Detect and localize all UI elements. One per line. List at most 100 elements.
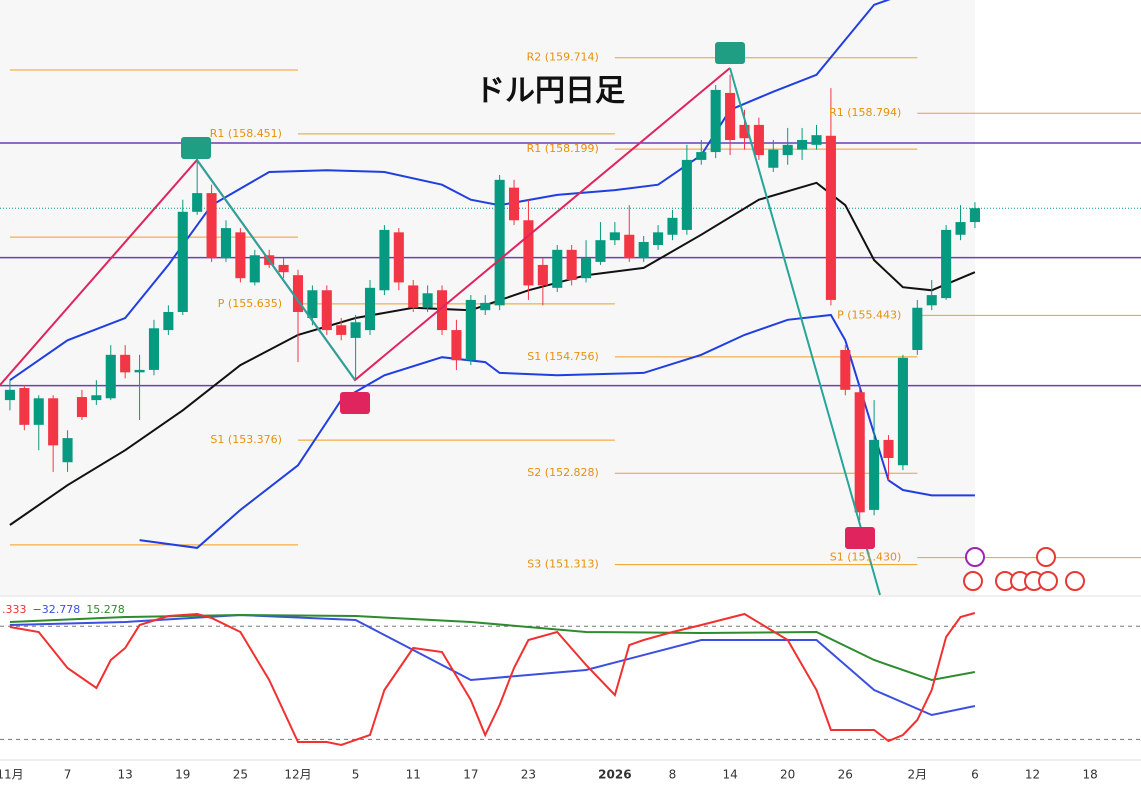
oscillator-line [9,613,976,717]
x-tick-label: 25 [233,768,248,782]
candle-body [364,287,376,331]
x-tick-label: 2026 [598,768,631,782]
candle-body [91,395,102,401]
pivot-label: R1 (158.199) [527,142,599,155]
candle-body [393,232,404,283]
pivot-label: S1 (151.430) [830,551,902,564]
candle-body [120,354,131,373]
zigzag [0,67,881,596]
candle-body [941,229,952,299]
candle-body [62,438,73,463]
candle-body [926,295,937,306]
pivot-label: P (155.635) [218,297,282,310]
candle-body [854,392,865,513]
candle-body [653,232,664,245]
x-tick-label: 18 [1083,768,1098,782]
candle-body [753,124,764,156]
x-tick-label: 12月 [284,768,311,782]
candle-body [739,124,750,139]
x-tick-label: 12 [1025,768,1040,782]
candle-body [163,311,174,331]
pivot-markers [181,42,875,549]
candle-body [681,159,692,230]
time-axis: 11月 7 13 19 25 12月 5 11 17 23 2026 8 14 20 26 2月 6 12 18 [0,768,1098,782]
candle-body [624,234,635,259]
indicator-line [139,313,975,549]
candle-body [105,354,116,399]
candle-body [710,89,721,153]
pivot-label: R1 (158.794) [829,106,901,119]
candle-body [177,211,188,312]
candle-body [4,389,15,401]
candle-body [811,135,822,145]
candle-body [76,397,87,417]
x-tick-label: 13 [118,768,133,782]
band-shade [0,0,975,595]
x-tick-label: 6 [971,768,979,782]
readout-value: 15.278 [86,603,125,616]
x-tick-label: 8 [669,768,677,782]
candle-body [48,398,59,446]
candle-body [480,302,491,311]
candle-body [33,398,44,425]
x-tick-label: 23 [521,768,536,782]
candle-body [725,92,736,140]
candle-body [840,350,851,390]
x-tick-label: 19 [175,768,190,782]
candle-body [825,135,836,300]
candle-body [869,439,880,510]
candle-body [581,258,592,279]
pivot-label: R2 (159.714) [527,51,599,64]
candle-body [422,293,433,308]
pivot-label: S1 (153.376) [210,433,282,446]
readout-value: .333 [2,603,27,616]
candle-body [249,255,260,283]
candle-body [768,149,779,168]
candle-body [465,299,476,361]
x-tick-label: 11月 [0,768,24,782]
candle-body [494,179,505,306]
pivot-label: P (155.443) [837,308,901,321]
candle-body [350,322,361,338]
pivot-label: S3 (151.313) [527,558,599,571]
x-tick-label: 26 [838,768,853,782]
oscillator-readouts: .333 −32.778 15.278 [2,603,125,616]
candle-body [134,369,145,373]
x-tick-label: 20 [780,768,795,782]
readout-value: −32.778 [33,603,81,616]
x-tick-label: 14 [722,768,737,782]
candle-body [797,140,808,150]
candle-body [451,330,462,361]
oscillator-line [9,612,976,747]
chart-title: ドル円日足 [475,74,625,109]
candle-body [667,217,678,235]
candle-body [883,439,894,459]
candle-body [206,193,217,259]
candle-body [696,152,707,160]
candle-body [220,228,232,259]
candle-body [292,275,304,312]
candle-body [336,325,347,335]
event-icons[interactable] [963,547,1085,591]
candle-body [566,249,577,280]
x-tick-label: 5 [352,768,360,782]
candle-body [969,208,980,223]
candle-body [955,222,966,235]
candle-body [523,220,534,286]
x-tick-label: 11 [406,768,421,782]
candle-body [321,290,332,331]
candle-body [379,229,390,291]
candle-body [595,240,606,262]
pivot-label: S2 (152.828) [527,466,599,479]
pivot-label: S1 (154.756) [527,350,599,363]
candle-body [552,249,563,288]
candle-body [782,144,793,156]
candle-body [278,264,289,273]
candle-body [609,232,620,241]
candle-body [19,388,30,425]
candle-body [537,264,548,286]
candle-body [148,328,160,370]
candle-body [408,285,419,308]
x-tick-label: 17 [463,768,478,782]
